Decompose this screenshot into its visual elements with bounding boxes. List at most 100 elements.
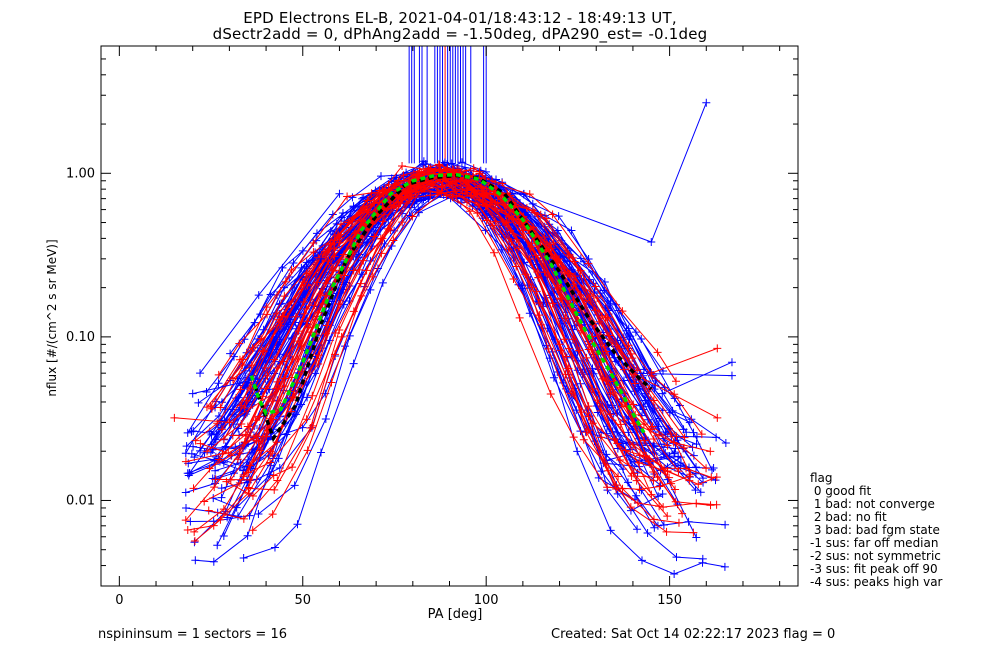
blue-pad-curve-marker xyxy=(549,373,558,382)
red-pad-curve-marker xyxy=(465,207,474,216)
blue-pad-curve-marker xyxy=(708,465,717,474)
blue-pad-curve-marker xyxy=(210,456,219,465)
red-pad-curve-marker xyxy=(563,269,572,278)
plot-frame xyxy=(100,45,799,587)
blue-outlier-curve-marker xyxy=(317,254,326,263)
red-pad-curve-marker xyxy=(591,282,600,291)
red-pad-curve-marker xyxy=(682,464,691,473)
red-pad-curve-marker xyxy=(474,201,483,210)
red-pad-curve-marker xyxy=(706,501,715,510)
blue-pad-curve-marker xyxy=(358,194,367,203)
red-pad-curve-marker xyxy=(302,415,311,424)
blue-pad-curve-marker xyxy=(376,172,385,181)
blue-pad-curve-marker xyxy=(670,448,679,457)
red-pad-curve-marker xyxy=(582,353,591,362)
red-pad-curve-marker xyxy=(335,238,344,247)
blue-pad-curve-marker xyxy=(457,158,466,167)
red-pad-curve-marker xyxy=(504,212,513,221)
red-pad-curve-marker xyxy=(337,332,346,341)
red-pad-curve-marker xyxy=(202,403,211,412)
red-pad-curve-marker xyxy=(616,455,625,464)
red-pad-curve-marker xyxy=(347,217,356,226)
blue-pad-curve-marker xyxy=(239,466,248,475)
red-pad-curve-marker xyxy=(448,193,457,202)
red-pad-curve-marker xyxy=(211,475,220,484)
blue-pad-curve-marker xyxy=(636,401,645,410)
x-tick-label: 100 xyxy=(474,593,499,608)
red-pad-curve-marker xyxy=(632,476,641,485)
blue-outlier-curve-marker xyxy=(658,389,667,398)
legend-item: -4 sus: peaks high var xyxy=(810,575,943,589)
blue-pad-curve-marker xyxy=(689,428,698,437)
red-pad-curve xyxy=(185,169,690,482)
red-pad-curve-marker xyxy=(299,298,308,307)
red-pad-curve-marker xyxy=(561,352,570,361)
blue-outlier-curve-marker xyxy=(188,389,197,398)
red-pad-curve-marker xyxy=(244,483,253,492)
blue-pad-curve-marker xyxy=(689,451,698,460)
red-pad-curve-marker xyxy=(261,384,270,393)
blue-pad-curve-marker xyxy=(349,203,358,212)
red-pad-curve-marker xyxy=(666,430,675,439)
red-pad-curve-marker xyxy=(343,192,352,201)
blue-pad-curve-marker xyxy=(613,489,622,498)
blue-pad-curve-marker xyxy=(567,226,576,235)
red-pad-curve-marker xyxy=(210,483,219,492)
red-pad-curve-marker xyxy=(584,402,593,411)
blue-pad-curve-marker xyxy=(348,193,357,202)
blue-pad-curve-marker xyxy=(289,258,298,267)
red-pad-curve-marker xyxy=(222,477,231,486)
blue-pad-curve-marker xyxy=(298,246,307,255)
red-pad-curve-marker xyxy=(294,327,303,336)
blue-pad-curve-marker xyxy=(182,503,191,512)
blue-pad-curve-marker xyxy=(637,556,646,565)
red-pad-curve-marker xyxy=(588,384,597,393)
red-pad-curve-marker xyxy=(653,348,662,357)
blue-pad-curve-marker xyxy=(553,226,562,235)
red-pad-curve-marker xyxy=(273,309,282,318)
red-pad-curve-marker xyxy=(238,355,247,364)
red-pad-curve-marker xyxy=(504,245,513,254)
blue-pad-curve-marker xyxy=(658,489,667,498)
blue-pad-curve-marker xyxy=(321,414,330,423)
red-pad-curve-marker xyxy=(226,476,235,485)
red-pad-curve-marker xyxy=(305,269,314,278)
red-pad-curve-marker xyxy=(205,464,214,473)
red-pad-curve-marker xyxy=(398,218,407,227)
red-pad-curve-marker xyxy=(647,490,656,499)
red-pad-curve-marker xyxy=(219,505,228,514)
blue-pad-curve-marker xyxy=(206,448,215,457)
red-pad-curve-marker xyxy=(626,349,635,358)
blue-pad-curve-marker xyxy=(634,384,643,393)
red-pad-curve-marker xyxy=(270,485,279,494)
blue-pad-curve-marker xyxy=(611,357,620,366)
red-pad-curve-marker xyxy=(694,480,703,489)
red-pad-curve-marker xyxy=(545,240,554,249)
red-pad-curve-marker xyxy=(337,220,346,229)
red-pad-curve-marker xyxy=(377,249,386,258)
blue-pad-curve-marker xyxy=(692,463,701,472)
red-pad-curve-marker xyxy=(281,277,290,286)
red-pad-curve-marker xyxy=(191,436,200,445)
red-pad-curve-marker xyxy=(399,171,408,180)
red-pad-curve-marker xyxy=(228,374,237,383)
red-pad-curve-marker xyxy=(678,509,687,518)
red-pad-curve-marker xyxy=(635,451,644,460)
legend-item: -2 sus: not symmetric xyxy=(810,549,941,563)
x-tick-label: 150 xyxy=(657,593,682,608)
red-pad-curve-marker xyxy=(245,475,254,484)
red-pad-curve-marker xyxy=(560,335,569,344)
blue-pad-curve-marker xyxy=(189,442,198,451)
red-pad-curve-marker xyxy=(309,238,318,247)
red-pad-curve-marker xyxy=(629,440,638,449)
red-pad-curve-marker xyxy=(280,292,289,301)
blue-outlier-curve-marker xyxy=(702,98,711,107)
blue-pad-curve-marker xyxy=(303,393,312,402)
blue-pad-curve-marker xyxy=(692,533,701,542)
red-pad-curve-marker xyxy=(629,469,638,478)
blue-pad-curve-marker xyxy=(525,309,534,318)
red-pad-curve-marker xyxy=(467,191,476,200)
red-pad-curve-marker xyxy=(706,447,715,456)
blue-pad-curve xyxy=(187,184,702,493)
red-pad-curve-marker xyxy=(269,471,278,480)
